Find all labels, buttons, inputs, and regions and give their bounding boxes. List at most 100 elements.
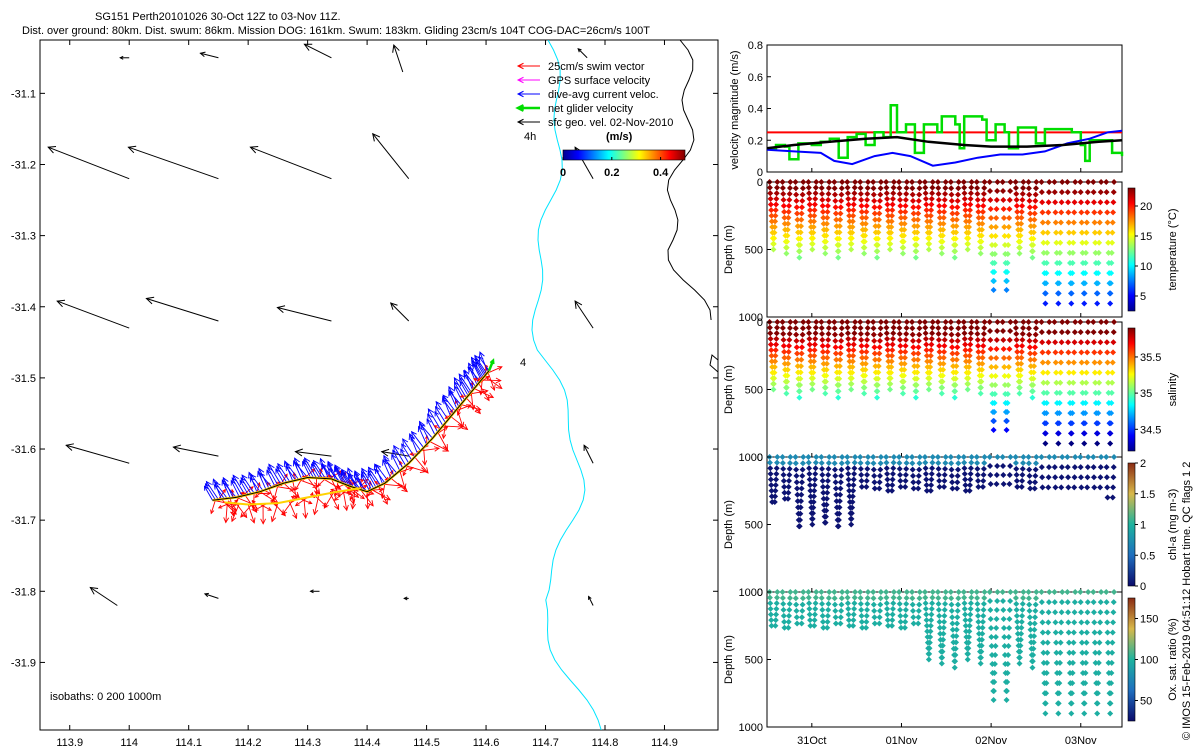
profile-marker: [812, 330, 819, 337]
profile-marker: [861, 378, 868, 385]
profile-marker: [999, 589, 1006, 595]
profile-marker: [877, 454, 884, 460]
profile-marker: [785, 354, 792, 361]
profile-marker: [999, 319, 1006, 325]
profile-marker: [831, 454, 838, 460]
profile-marker: [889, 335, 896, 342]
profile-marker: [952, 382, 959, 388]
profile-marker: [877, 595, 884, 602]
map-x-tick-label: 114: [120, 737, 138, 749]
profile-marker: [1032, 197, 1039, 204]
profile-marker: [810, 229, 817, 236]
dac-vector-shaft: [463, 370, 477, 388]
profile-marker: [965, 229, 972, 236]
profile-marker: [849, 224, 856, 230]
profile-marker: [954, 485, 961, 492]
profile-marker: [1020, 179, 1027, 185]
profile-marker: [1012, 589, 1019, 595]
profile-marker: [875, 375, 882, 382]
profile-marker: [831, 466, 838, 473]
profile-marker: [949, 210, 956, 217]
profile-marker: [781, 208, 788, 215]
swim-vector-head: [380, 493, 386, 500]
swim-vector-head: [232, 503, 236, 508]
profile-marker: [1095, 410, 1102, 417]
profile-marker: [819, 190, 826, 197]
profile-marker: [780, 202, 787, 209]
profile-marker: [1045, 474, 1052, 481]
profile-marker: [942, 319, 949, 325]
profile-marker: [1069, 400, 1076, 406]
profile-marker: [975, 354, 982, 361]
profile-marker: [870, 454, 877, 460]
profile-marker: [940, 220, 947, 227]
profile-marker: [798, 479, 805, 486]
profile-marker: [1094, 700, 1101, 707]
profile-marker: [1004, 251, 1011, 257]
profile-marker: [1071, 339, 1078, 346]
profile-marker: [1007, 328, 1014, 334]
profile-marker: [941, 618, 948, 625]
profile-marker: [883, 589, 890, 595]
profile-marker: [896, 459, 903, 466]
swim-vector-head: [290, 495, 296, 500]
profile-marker: [1103, 474, 1110, 481]
swim-vector-head: [495, 377, 502, 384]
profile-marker: [818, 184, 825, 191]
profile-marker: [1111, 589, 1118, 595]
profile-marker: [1090, 179, 1097, 185]
profile-marker: [1077, 189, 1084, 196]
profile-marker: [927, 352, 934, 359]
swim-vector-head: [250, 517, 256, 524]
profile-marker: [1058, 599, 1065, 606]
profile-colorbar-label: Ox. sat. ratio (%): [1167, 618, 1179, 701]
profile-marker: [961, 190, 968, 197]
profile-marker: [990, 697, 997, 703]
profile-marker: [954, 607, 961, 614]
profile-marker: [935, 606, 942, 613]
profile-marker: [913, 235, 920, 242]
profile-marker: [846, 218, 853, 225]
dac-vector-head: [327, 460, 334, 468]
profile-marker: [781, 483, 788, 490]
profile-marker: [877, 460, 884, 467]
dac-vector-shaft: [475, 358, 487, 376]
profile-marker: [809, 240, 816, 247]
profile-marker: [876, 344, 883, 351]
profile-marker: [948, 337, 955, 344]
profile-marker: [890, 319, 897, 325]
profile-marker: [987, 472, 994, 478]
swim-vector-shaft: [225, 502, 228, 523]
profile-marker: [921, 454, 928, 460]
profile-marker: [767, 330, 774, 337]
profile-marker: [935, 336, 942, 343]
geo-vector-head: [199, 51, 206, 58]
profile-marker: [1031, 620, 1038, 627]
profile-marker: [1014, 483, 1021, 490]
profile-colorbar-tick-label: 35: [1140, 388, 1152, 400]
profile-marker: [1104, 219, 1111, 226]
profile-marker: [975, 342, 982, 349]
profile-marker: [942, 459, 949, 466]
profile-marker: [1058, 484, 1065, 491]
depth-tick-label: 1000: [739, 312, 763, 324]
profile-marker: [954, 197, 961, 204]
profile-marker: [901, 214, 908, 221]
swim-vector-head: [240, 512, 246, 518]
profile-marker: [903, 454, 910, 460]
profile-marker: [1058, 464, 1065, 471]
swim-vector-shaft: [210, 499, 216, 514]
profile-marker: [916, 595, 923, 602]
profile-marker: [1029, 394, 1036, 401]
profile-marker: [949, 344, 956, 351]
dac-vector-head: [427, 408, 435, 416]
profile-marker: [974, 594, 981, 601]
profile-marker: [822, 244, 829, 251]
dac-vector-head: [426, 418, 432, 425]
profile-marker: [1069, 670, 1076, 676]
swim-vector-head: [231, 515, 237, 523]
dac-vector-head: [276, 465, 282, 472]
profile-marker: [836, 369, 843, 376]
profile-marker: [1094, 300, 1101, 307]
profile-marker: [1004, 670, 1011, 676]
